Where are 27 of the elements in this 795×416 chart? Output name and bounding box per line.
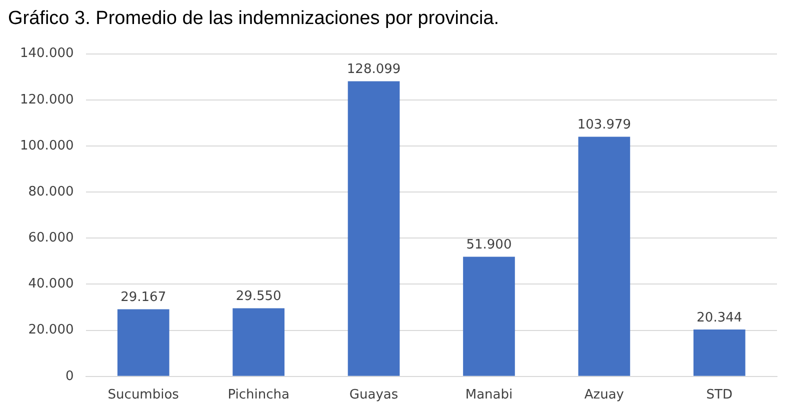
- y-tick-label: 60.000: [28, 230, 74, 246]
- data-label: 29.167: [120, 290, 166, 306]
- bar: [117, 309, 170, 376]
- bar: [578, 136, 630, 376]
- y-tick-label: 80.000: [28, 184, 74, 200]
- x-tick-label: Sucumbios: [108, 388, 180, 403]
- y-tick-label: 120.000: [20, 92, 74, 108]
- x-tick-label: Guayas: [349, 388, 398, 403]
- bar: [348, 81, 400, 376]
- bar: [693, 330, 746, 376]
- data-label: 29.550: [236, 289, 282, 304]
- data-label: 128.099: [346, 62, 401, 78]
- x-tick-label: Manabi: [465, 388, 513, 403]
- x-tick-label: STD: [706, 388, 732, 403]
- y-tick-label: 20.000: [28, 322, 74, 338]
- y-tick-label: 140.000: [20, 46, 74, 62]
- x-tick-label: Azuay: [584, 388, 624, 403]
- data-label: 51.900: [466, 238, 512, 253]
- y-tick-label: 100.000: [20, 138, 74, 154]
- x-tick-label: Pichincha: [228, 388, 290, 403]
- bar: [232, 308, 284, 376]
- chart-title: Gráfico 3. Promedio de las indemnizaciones por provincia.: [8, 8, 500, 30]
- y-tick-label: 0: [65, 368, 74, 384]
- y-tick-label: 40.000: [28, 276, 74, 292]
- data-label: 20.344: [696, 310, 742, 326]
- bar: [463, 256, 515, 376]
- data-label: 103.979: [577, 118, 632, 133]
